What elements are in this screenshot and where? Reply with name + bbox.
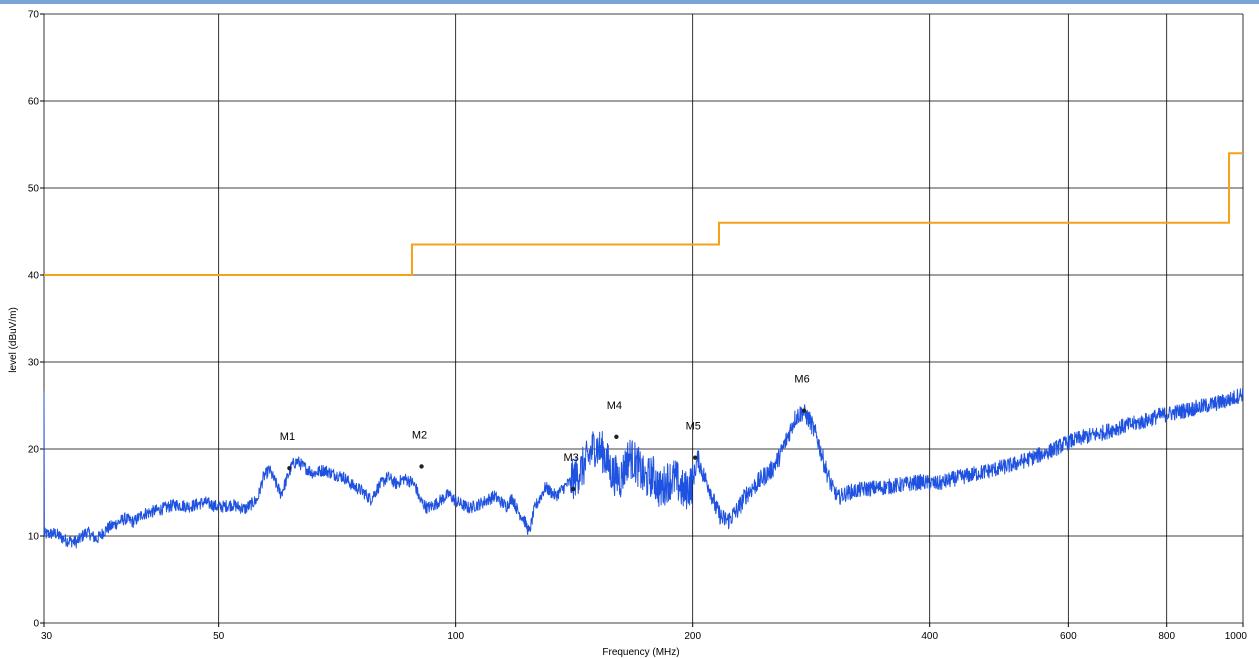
marker-point bbox=[570, 486, 576, 492]
marker-label: M4 bbox=[607, 400, 622, 412]
marker-label: M5 bbox=[686, 421, 701, 433]
x-tick-label: 800 bbox=[1158, 631, 1175, 642]
marker-point bbox=[801, 408, 807, 413]
grid-lines bbox=[43, 13, 1244, 624]
measurement-trace bbox=[43, 387, 1244, 549]
marker-point bbox=[614, 434, 619, 440]
marker-m6: M6 bbox=[794, 374, 810, 413]
marker-label: M6 bbox=[794, 374, 809, 386]
y-axis-title: level (dBuV/m) bbox=[8, 307, 19, 373]
x-tick-labels: 30 50 100 200 400 600 800 1000 bbox=[41, 623, 1247, 642]
y-tick-label: 40 bbox=[28, 271, 40, 282]
marker-point bbox=[419, 464, 424, 469]
marker-point bbox=[693, 455, 698, 460]
x-tick-label: 600 bbox=[1060, 631, 1077, 642]
y-tick-labels: 0 10 20 30 40 50 60 70 bbox=[28, 10, 44, 630]
marker-m1: M1 bbox=[280, 431, 295, 471]
limit-line bbox=[44, 152, 1243, 276]
y-tick-label: 30 bbox=[28, 358, 40, 369]
marker-m3: M3 bbox=[564, 452, 579, 492]
y-tick-label: 20 bbox=[28, 445, 40, 456]
marker-m2: M2 bbox=[412, 429, 427, 469]
marker-layer: M1 M2 M3 M4 M5 M6 bbox=[280, 374, 810, 492]
limit-line-layer bbox=[44, 152, 1243, 276]
x-tick-label: 400 bbox=[921, 631, 938, 642]
marker-label: M1 bbox=[280, 431, 295, 443]
x-tick-label: 50 bbox=[213, 631, 225, 642]
marker-m5: M5 bbox=[686, 421, 701, 460]
x-tick-label: 200 bbox=[684, 631, 701, 642]
measurement-trace-layer bbox=[43, 387, 1244, 549]
marker-m4: M4 bbox=[607, 400, 622, 440]
x-tick-label: 100 bbox=[447, 631, 464, 642]
x-tick-label: 30 bbox=[41, 631, 53, 642]
x-axis-title: Frequency (MHz) bbox=[602, 647, 679, 658]
y-tick-label: 60 bbox=[28, 97, 40, 108]
marker-point bbox=[287, 465, 292, 471]
y-tick-label: 0 bbox=[33, 619, 39, 630]
y-tick-label: 10 bbox=[28, 532, 40, 543]
window-top-bar bbox=[0, 0, 1259, 4]
y-tick-label: 50 bbox=[28, 184, 40, 195]
marker-label: M3 bbox=[564, 452, 579, 464]
y-tick-label: 70 bbox=[28, 10, 40, 21]
x-tick-label: 1000 bbox=[1225, 631, 1248, 642]
marker-label: M2 bbox=[412, 429, 427, 441]
